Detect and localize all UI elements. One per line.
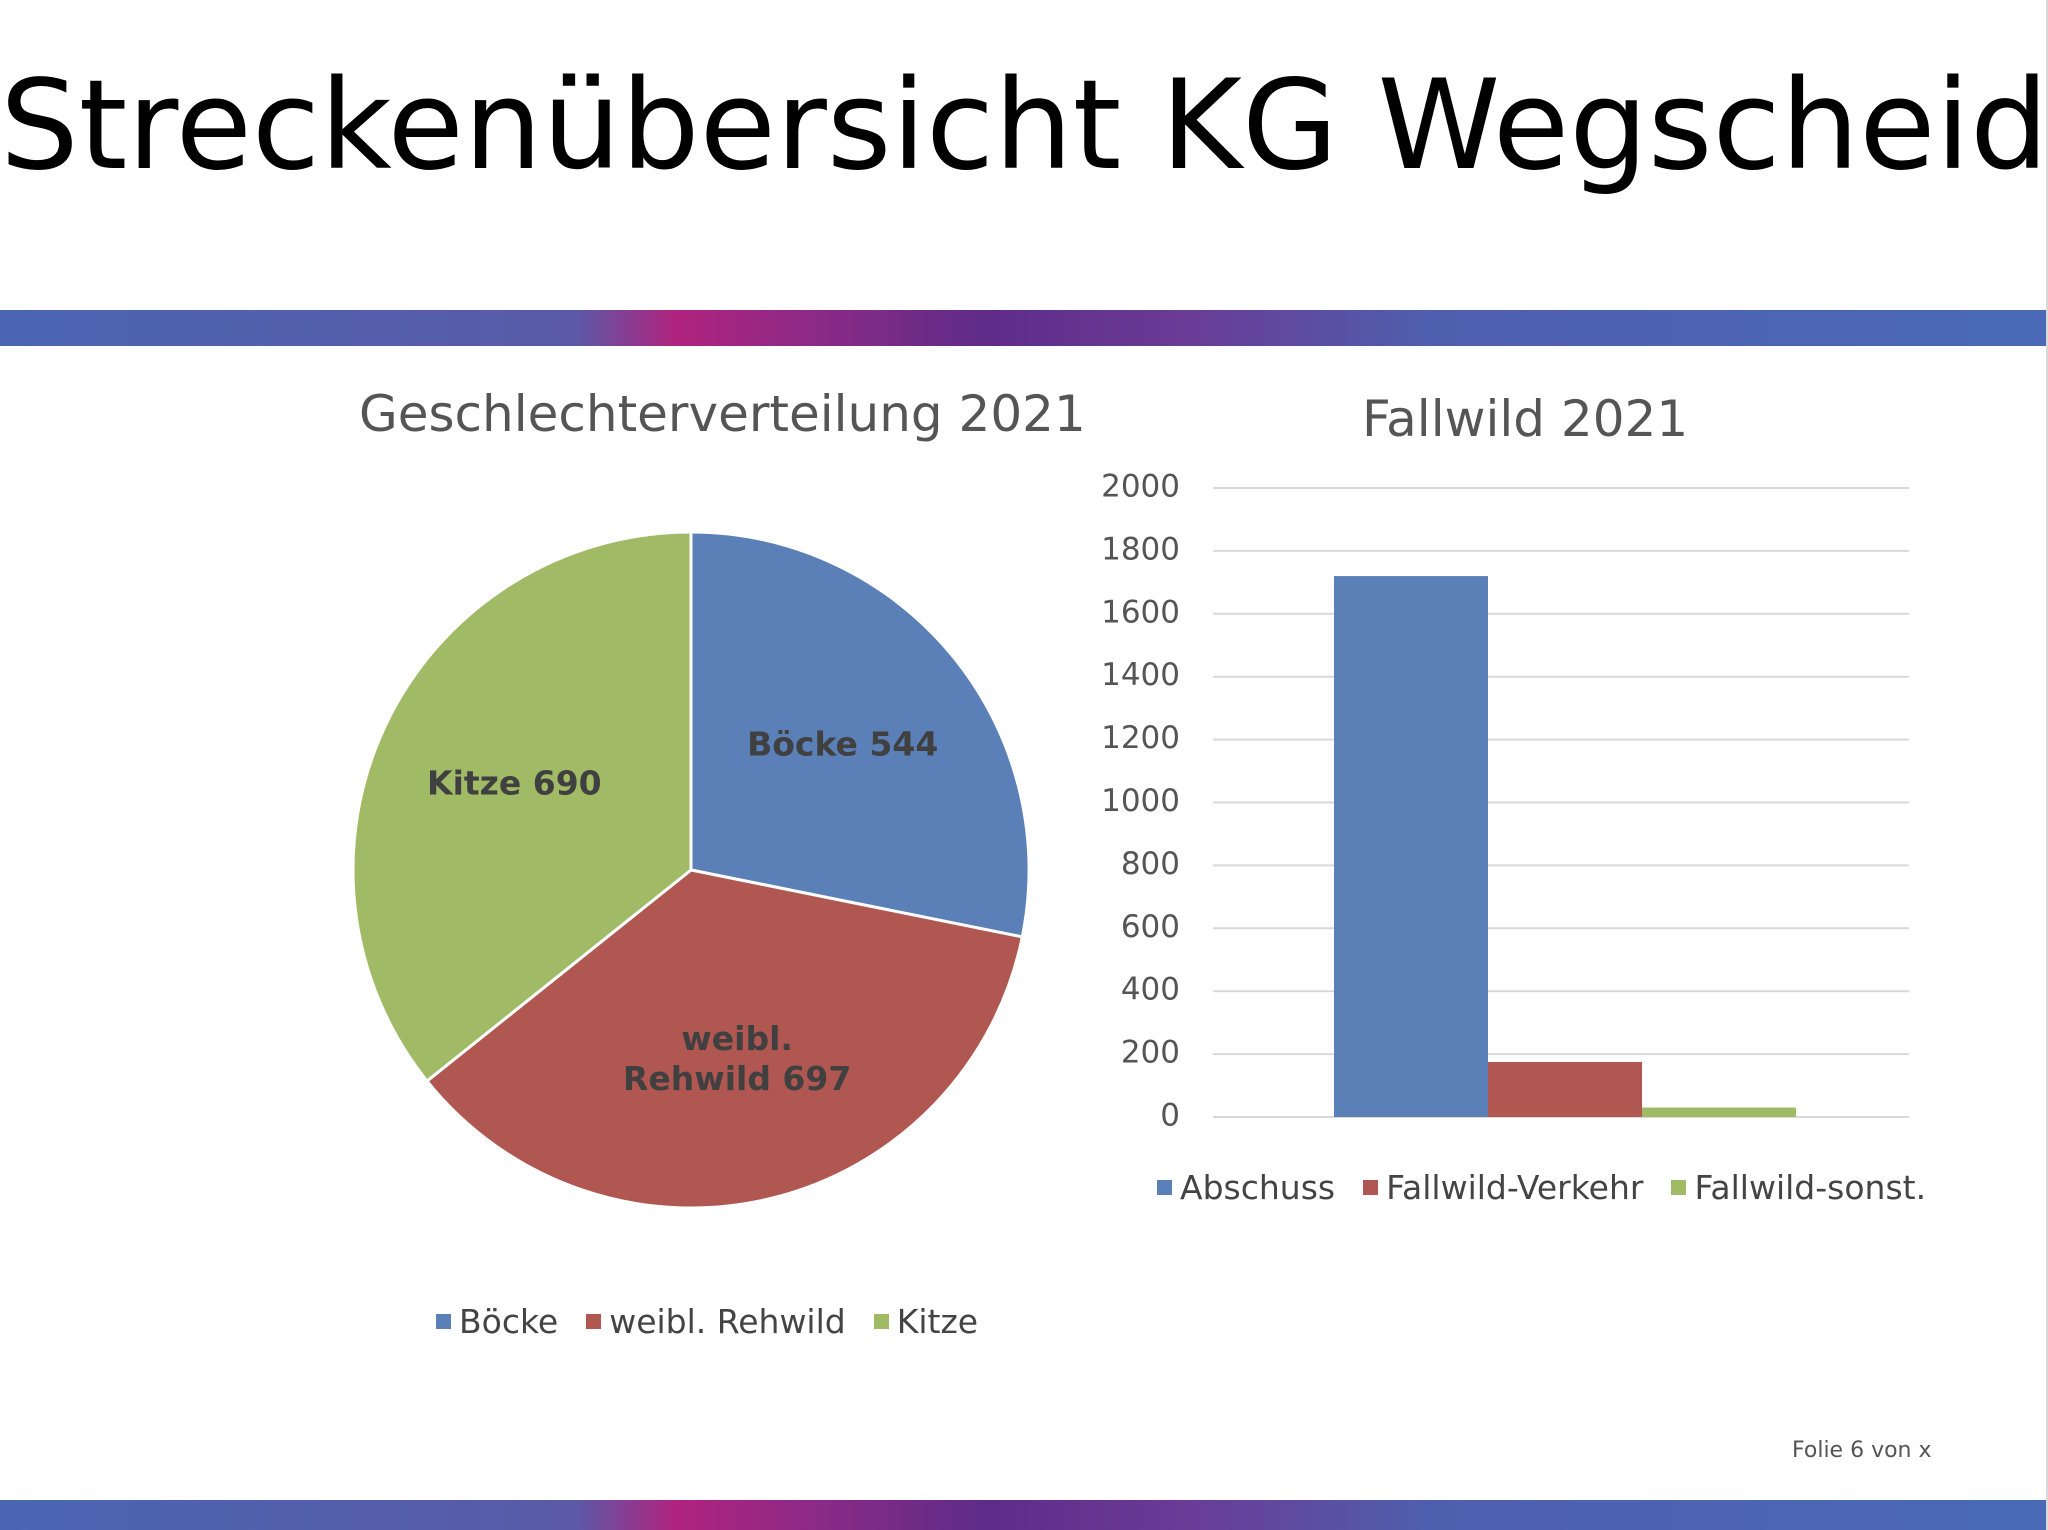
y-tick-label-1600: 1600 bbox=[1101, 594, 1180, 630]
y-tick-label-2000: 2000 bbox=[1101, 469, 1180, 505]
slide-edge bbox=[2046, 0, 2048, 1530]
decorative-band-top bbox=[0, 310, 2048, 346]
legend-swatch-kitze bbox=[873, 1314, 889, 1329]
pie-data-label-kitze: Kitze 690 bbox=[427, 764, 602, 803]
y-tick-label-800: 800 bbox=[1121, 846, 1180, 882]
legend-swatch-abschuss bbox=[1157, 1180, 1172, 1195]
legend-label-abschuss: Abschuss bbox=[1180, 1168, 1336, 1207]
legend-label-boecke: Böcke bbox=[459, 1302, 559, 1341]
legend-swatch-fallwild-sonst bbox=[1671, 1180, 1687, 1195]
pie-slice-weibl-rehwild bbox=[424, 868, 1025, 1210]
legend-item-abschuss: Abschuss bbox=[1157, 1168, 1335, 1207]
y-tick-label-1800: 1800 bbox=[1101, 531, 1180, 567]
bar-abschuss bbox=[1334, 576, 1488, 1117]
legend-item-fallwild-sonst: Fallwild-sonst. bbox=[1671, 1168, 1926, 1207]
y-tick-label-1200: 1200 bbox=[1101, 720, 1180, 756]
legend-swatch-fallwild-verkehr bbox=[1363, 1180, 1379, 1195]
y-tick-label-600: 600 bbox=[1121, 909, 1180, 945]
legend-item-weibl-rehwild: weibl. Rehwild bbox=[586, 1302, 846, 1341]
legend-label-kitze: Kitze bbox=[896, 1302, 979, 1341]
pie-data-label-boecke: Böcke 544 bbox=[747, 724, 938, 763]
pie-data-label-weibl-rehwild-1: weibl. bbox=[681, 1019, 793, 1058]
slide-counter: Folie 6 von x bbox=[1792, 1438, 1932, 1463]
bar-fallwild-sonst bbox=[1642, 1107, 1796, 1117]
bar-legend: Abschuss Fallwild-Verkehr Fallwild-sonst… bbox=[1157, 1168, 1954, 1207]
y-tick-label-1000: 1000 bbox=[1101, 783, 1180, 819]
legend-label-fallwild-verkehr: Fallwild-Verkehr bbox=[1386, 1168, 1644, 1207]
pie-slice-boecke bbox=[689, 530, 1031, 939]
bar-fallwild-verkehr bbox=[1488, 1061, 1642, 1117]
y-tick-label-200: 200 bbox=[1121, 1035, 1180, 1071]
legend-item-boecke: Böcke bbox=[436, 1302, 558, 1341]
pie-slice-kitze bbox=[351, 530, 693, 1084]
pie-chart-title: Geschlechterverteilung 2021 bbox=[359, 385, 1086, 443]
legend-swatch-boecke bbox=[436, 1314, 451, 1329]
legend-item-kitze: Kitze bbox=[873, 1302, 979, 1341]
legend-swatch-weibl-rehwild bbox=[586, 1314, 602, 1329]
pie-legend: Böcke weibl. Rehwild Kitze bbox=[436, 1302, 1006, 1341]
legend-label-fallwild-sonst: Fallwild-sonst. bbox=[1694, 1168, 1927, 1207]
legend-item-fallwild-verkehr: Fallwild-Verkehr bbox=[1363, 1168, 1643, 1207]
y-tick-label-400: 400 bbox=[1121, 972, 1180, 1008]
y-tick-label-0: 0 bbox=[1160, 1098, 1180, 1134]
pie-data-label-weibl-rehwild-2: Rehwild 697 bbox=[623, 1059, 851, 1098]
decorative-band-bottom bbox=[0, 1500, 2048, 1530]
y-tick-label-1400: 1400 bbox=[1101, 657, 1180, 693]
slide-title: Streckenübersicht KG Wegscheid bbox=[0, 54, 2048, 198]
legend-label-weibl-rehwild: weibl. Rehwild bbox=[609, 1302, 846, 1341]
bar-chart-title: Fallwild 2021 bbox=[1362, 390, 1689, 448]
